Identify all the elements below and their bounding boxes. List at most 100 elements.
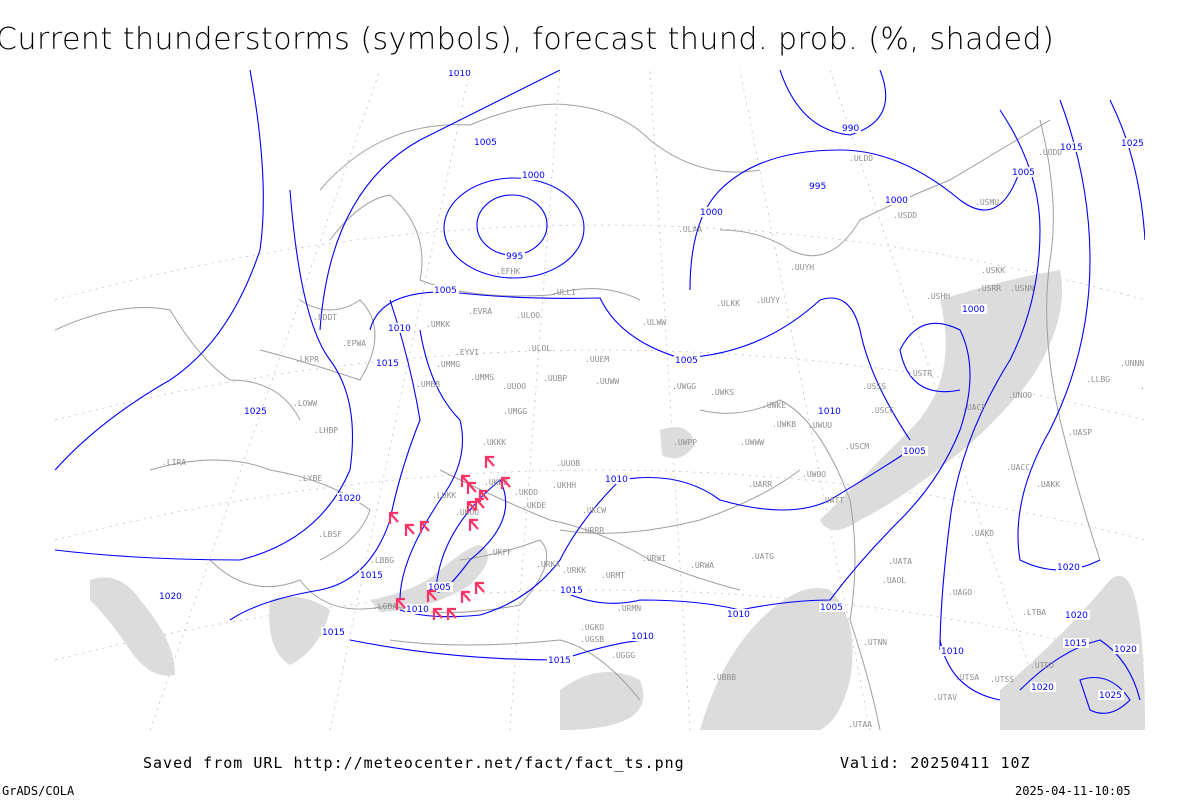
thunderstorm-flag-icon bbox=[426, 589, 437, 602]
isobar-label: 1005 bbox=[474, 138, 497, 148]
isobar-label-background bbox=[337, 493, 363, 503]
station-label: .UWPP bbox=[673, 438, 697, 447]
isobar-label-background bbox=[674, 355, 700, 365]
isobar-labels: 1010 1005 1000 995 1005 1010 1015 1025 1020 1015 1… bbox=[158, 69, 1145, 701]
station-label: .UNOO bbox=[1008, 391, 1032, 400]
isobar-label-background bbox=[243, 406, 269, 416]
isobar-label-background bbox=[387, 323, 413, 333]
isobar-label: 1000 bbox=[885, 196, 908, 206]
thunderstorm-flag-icon bbox=[484, 455, 495, 468]
station-label: .UWGG bbox=[672, 382, 696, 391]
isobar-label-background bbox=[158, 591, 184, 601]
isobar-label: 1010 bbox=[388, 324, 411, 334]
station-label: .UKDD bbox=[514, 488, 538, 497]
thunderstorm-flag-icon bbox=[446, 607, 457, 620]
station-label: .UATG bbox=[750, 552, 774, 561]
isobar-label-background bbox=[473, 137, 499, 147]
station-label: .EFHK bbox=[496, 267, 520, 276]
isobar-label-background bbox=[547, 655, 573, 665]
thunderstorm-flag-icon bbox=[460, 590, 471, 603]
isobar-label-background bbox=[427, 582, 453, 592]
isobar-label-background bbox=[817, 406, 843, 416]
source-url: Saved from URL http://meteocenter.net/fa… bbox=[143, 754, 685, 772]
station-label: .UACC bbox=[1006, 463, 1030, 472]
station-label: .UGKO bbox=[580, 623, 604, 632]
isobar-label: 1005 bbox=[903, 447, 926, 457]
station-label: .ULAA bbox=[678, 225, 702, 234]
station-label: .UWKE bbox=[762, 401, 786, 410]
station-label: .LBSF bbox=[318, 530, 342, 539]
isobar-label-background bbox=[1059, 142, 1085, 152]
station-label: .UTNN bbox=[863, 638, 887, 647]
station-label: .UACP bbox=[962, 403, 986, 412]
thunderstorm-symbols bbox=[388, 455, 511, 620]
station-label: .UWKS bbox=[710, 388, 734, 397]
isobar-label-background bbox=[841, 123, 861, 133]
thunderstorm-flag-icon bbox=[474, 581, 485, 594]
isobar-label: 1020 bbox=[159, 592, 182, 602]
thunderstorm-flag-icon bbox=[404, 523, 415, 536]
isobar-label: 1025 bbox=[1099, 691, 1122, 701]
isobar-label-background bbox=[902, 446, 928, 456]
station-label: .UWWW bbox=[740, 438, 764, 447]
station-label: .UAOL bbox=[882, 576, 906, 585]
isobar-label-background bbox=[375, 358, 401, 368]
station-label: .UKDE bbox=[522, 501, 546, 510]
isobar-label: 1010 bbox=[448, 69, 471, 79]
isobar-label-background bbox=[505, 251, 525, 261]
isobar-label: 1010 bbox=[605, 475, 628, 485]
station-label: .UASP bbox=[1068, 428, 1092, 437]
station-label: .UTDD bbox=[1030, 661, 1054, 670]
thunderstorm-flag-icon bbox=[474, 497, 485, 510]
station-label: .URMT bbox=[601, 571, 625, 580]
station-label: .UATA bbox=[888, 557, 912, 566]
station-label: .EDDT bbox=[313, 313, 337, 322]
station-label: .URRR bbox=[580, 526, 604, 535]
isobar-label: 1000 bbox=[962, 305, 985, 315]
isobar-label: 1015 bbox=[360, 571, 383, 581]
isobar-label: 1000 bbox=[522, 171, 545, 181]
isobar-label: 1020 bbox=[1065, 611, 1088, 621]
station-label: .UARR bbox=[748, 480, 772, 489]
station-label: .UKCW bbox=[582, 506, 606, 515]
station-label: .UMMS bbox=[470, 373, 494, 382]
station-label: .URKK bbox=[562, 566, 586, 575]
isobar-label: 1015 bbox=[1060, 143, 1083, 153]
isobar-label: 1005 bbox=[1012, 168, 1035, 178]
station-label: .UAKD bbox=[970, 529, 994, 538]
station-label: .UTAA bbox=[848, 720, 872, 729]
station-label: .UBBB bbox=[712, 673, 736, 682]
station-label: .UWOO bbox=[802, 470, 826, 479]
isobar-label-background bbox=[726, 609, 752, 619]
isobar-label-background bbox=[405, 604, 431, 614]
thunderstorm-flag-icon bbox=[466, 500, 477, 513]
station-label: .UNNN bbox=[1120, 359, 1144, 368]
isobar-label: 1005 bbox=[434, 286, 457, 296]
station-label: .URMN bbox=[617, 604, 641, 613]
station-label: .UUBP bbox=[543, 374, 567, 383]
isobar-label-background bbox=[1030, 682, 1056, 692]
isobar-label-background bbox=[630, 631, 656, 641]
station-label: .EYVI bbox=[455, 348, 479, 357]
station-label: .UTAV bbox=[933, 693, 957, 702]
station-label: .ULWW bbox=[642, 318, 666, 327]
station-label: .ULLI bbox=[552, 288, 576, 297]
station-label: .UUOB bbox=[556, 459, 580, 468]
thunderstorm-flag-icon bbox=[500, 476, 511, 489]
station-label: .USCC bbox=[870, 406, 894, 415]
isobar-label-background bbox=[433, 285, 459, 295]
isobar-label-background bbox=[1098, 690, 1124, 700]
station-label: .UMKK bbox=[426, 320, 450, 329]
isobar-label-background bbox=[447, 70, 473, 78]
isobar-label: 1025 bbox=[244, 407, 267, 417]
isobar-label-background bbox=[884, 195, 910, 205]
thunderstorm-flag-icon bbox=[468, 518, 479, 531]
isobar-label: 1015 bbox=[1064, 639, 1087, 649]
station-label: .UMGG bbox=[503, 407, 527, 416]
station-label: .LIRA bbox=[162, 458, 186, 467]
isobar-label: 995 bbox=[506, 252, 523, 262]
timestamp: 2025-04-11-10:05 bbox=[1015, 784, 1131, 798]
valid-time: Valid: 20250411 10Z bbox=[840, 754, 1031, 772]
isobar-label-background bbox=[1063, 638, 1089, 648]
isobar-label-background bbox=[321, 627, 347, 637]
